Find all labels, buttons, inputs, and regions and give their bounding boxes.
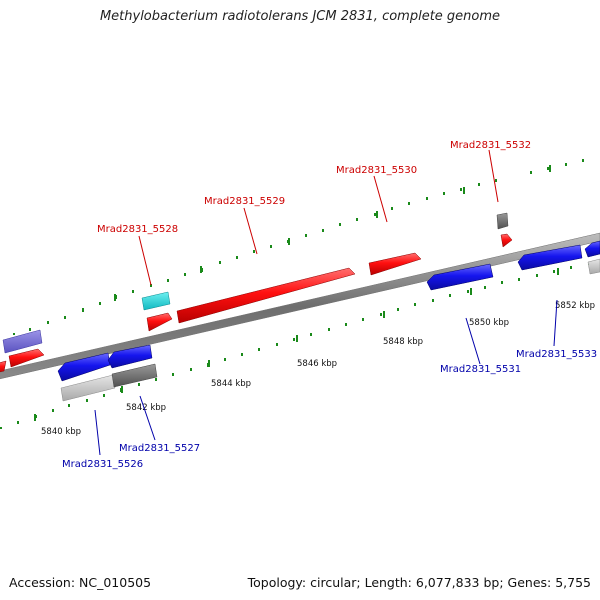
forward-scale-track (13, 159, 584, 335)
gene-arrow (368, 252, 422, 276)
gene-label-mrad2831-5528[interactable]: Mrad2831_5528 (97, 224, 178, 235)
gene-arrow-dark (111, 363, 158, 388)
gene-arrow (517, 244, 583, 271)
gene-label-mrad2831-5532[interactable]: Mrad2831_5532 (450, 140, 531, 151)
gene-arrow-gray (60, 374, 116, 402)
genome-title: Methylobacterium radiotolerans JCM 2831,… (99, 9, 501, 24)
gene-arrow (0, 360, 7, 373)
gene-arrow (107, 344, 153, 369)
gene-arrow (500, 233, 513, 248)
scale-label-5842: 5842 kbp (126, 403, 166, 413)
accession-text: Accession: NC_010505 (9, 575, 152, 590)
gene-arrow (176, 267, 356, 324)
gene-labels: Mrad2831_5526 Mrad2831_5527 Mrad2831_552… (62, 140, 597, 470)
gene-arrow-gray (587, 258, 600, 275)
gene-arrow (2, 329, 43, 354)
forward-genes (0, 212, 513, 373)
gene-arrow (146, 312, 173, 332)
scale-label-5850: 5850 kbp (469, 318, 509, 328)
gene-arrow (8, 348, 45, 368)
scale-labels: 5840 kbp 5842 kbp 5844 kbp 5846 kbp 5848… (41, 301, 595, 437)
scale-label-5840: 5840 kbp (41, 427, 81, 437)
gene-arrow-cyan (141, 291, 171, 311)
gene-label-mrad2831-5530[interactable]: Mrad2831_5530 (336, 165, 417, 176)
gene-label-mrad2831-5527[interactable]: Mrad2831_5527 (119, 443, 200, 454)
gene-label-mrad2831-5526[interactable]: Mrad2831_5526 (62, 459, 143, 470)
scale-label-5846: 5846 kbp (297, 359, 337, 369)
label-leaders (94, 149, 558, 456)
gene-arrow-dark (496, 212, 509, 230)
scale-label-5844: 5844 kbp (211, 379, 251, 389)
scale-label-5852: 5852 kbp (555, 301, 595, 311)
reverse-genes (2, 240, 600, 402)
reverse-scale-track (0, 262, 590, 429)
scale-label-5848: 5848 kbp (383, 337, 423, 347)
genome-summary-text: Topology: circular; Length: 6,077,833 bp… (247, 575, 591, 590)
gene-label-mrad2831-5529[interactable]: Mrad2831_5529 (204, 196, 285, 207)
gene-label-mrad2831-5531[interactable]: Mrad2831_5531 (440, 364, 521, 375)
gene-arrow (426, 263, 494, 291)
gene-label-mrad2831-5533[interactable]: Mrad2831_5533 (516, 349, 597, 360)
gene-arrow (584, 240, 600, 258)
genome-backbone (0, 232, 600, 380)
